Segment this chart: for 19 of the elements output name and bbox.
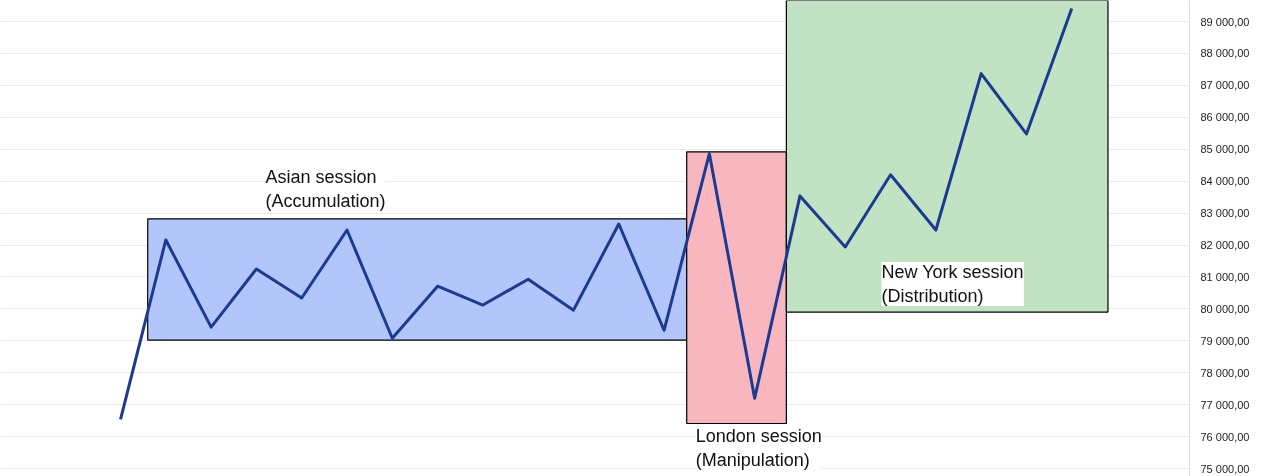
y-tick-label: 88 000,00 xyxy=(1200,47,1250,60)
y-tick-label: 81 000,00 xyxy=(1200,270,1250,283)
y-tick-label: 75 000,00 xyxy=(1200,462,1250,475)
y-tick-label: 77 000,00 xyxy=(1200,398,1250,411)
y-tick-label: 86 000,00 xyxy=(1200,111,1250,124)
band-label: Asian session (Accumulation) xyxy=(265,166,386,211)
y-tick-label: 79 000,00 xyxy=(1200,334,1250,347)
band-label: London session (Manipulation) xyxy=(695,425,822,470)
band-label: New York session (Distribution) xyxy=(881,262,1024,307)
line-series xyxy=(119,6,1074,421)
y-tick-label: 83 000,00 xyxy=(1200,207,1250,220)
y-tick-label: 76 000,00 xyxy=(1200,430,1250,443)
y-tick-label: 80 000,00 xyxy=(1200,302,1250,315)
y-tick-label: 78 000,00 xyxy=(1200,366,1250,379)
y-tick-label: 85 000,00 xyxy=(1200,143,1250,156)
y-tick-label: 87 000,00 xyxy=(1200,79,1250,92)
y-tick-label: 89 000,00 xyxy=(1200,15,1250,28)
y-tick-label: 82 000,00 xyxy=(1200,239,1250,252)
y-tick-label: 84 000,00 xyxy=(1200,175,1250,188)
